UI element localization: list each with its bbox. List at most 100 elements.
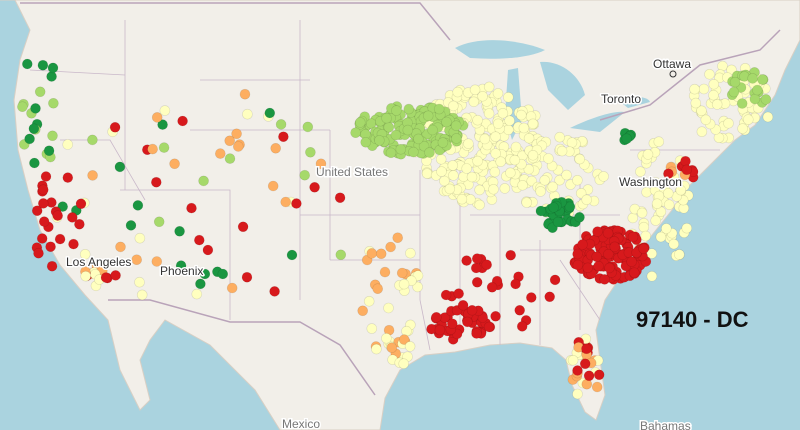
dot xyxy=(31,205,43,216)
dot xyxy=(366,248,378,259)
dot xyxy=(431,311,442,323)
dot xyxy=(689,83,700,95)
dot xyxy=(592,226,603,237)
dot xyxy=(224,153,236,164)
dot xyxy=(461,163,473,174)
dot-layer xyxy=(17,58,774,400)
dot xyxy=(241,271,253,283)
dot xyxy=(471,276,483,288)
dot xyxy=(535,186,546,197)
dot xyxy=(215,148,226,159)
dot xyxy=(309,182,320,193)
dot xyxy=(278,131,289,142)
place-label: Toronto xyxy=(601,92,641,106)
dot xyxy=(579,358,591,370)
dot xyxy=(74,218,85,230)
dot xyxy=(566,137,578,148)
dot xyxy=(36,233,48,244)
dot xyxy=(572,248,583,260)
dot xyxy=(762,111,774,123)
dot xyxy=(728,86,740,98)
dot xyxy=(696,126,708,137)
dot xyxy=(505,167,516,179)
dot xyxy=(159,105,171,116)
dot xyxy=(47,62,59,74)
dot xyxy=(552,216,564,228)
dot xyxy=(275,119,287,130)
dot xyxy=(497,108,509,119)
dot xyxy=(444,183,456,195)
dot xyxy=(151,176,162,188)
border xyxy=(108,299,376,396)
dot xyxy=(174,226,185,237)
dot xyxy=(477,91,488,102)
dot xyxy=(427,124,438,136)
dot xyxy=(516,321,528,332)
dot xyxy=(602,227,614,239)
dot xyxy=(357,305,369,317)
dot xyxy=(591,251,603,263)
dot xyxy=(604,262,615,274)
dot xyxy=(757,74,768,85)
dot xyxy=(548,202,559,213)
dot xyxy=(299,169,311,181)
dot xyxy=(21,58,33,70)
dot xyxy=(448,170,459,181)
dot xyxy=(554,174,565,186)
dot xyxy=(217,268,229,280)
dot xyxy=(390,129,402,141)
dot xyxy=(175,260,187,271)
dot xyxy=(17,101,28,112)
dot xyxy=(147,143,158,155)
dot xyxy=(363,295,375,307)
dot xyxy=(269,286,280,297)
dot xyxy=(375,248,387,260)
dot xyxy=(760,94,772,105)
dot xyxy=(177,115,188,127)
dot xyxy=(651,198,663,209)
dot xyxy=(483,81,495,93)
dot xyxy=(628,267,640,279)
dot xyxy=(598,171,609,182)
dot xyxy=(572,388,583,400)
dot xyxy=(381,112,392,124)
dot xyxy=(461,255,472,266)
dot xyxy=(681,164,693,176)
overlay-label: 97140 - DC xyxy=(636,307,749,332)
dot xyxy=(392,232,404,243)
dot xyxy=(708,89,719,101)
dot xyxy=(412,281,423,293)
dot xyxy=(681,222,693,234)
place-label: Phoenix xyxy=(160,264,203,278)
dot xyxy=(462,316,473,328)
dot xyxy=(711,99,723,110)
dot xyxy=(157,119,168,130)
dot xyxy=(242,108,253,120)
dot xyxy=(704,69,715,80)
dot xyxy=(28,123,40,134)
dot xyxy=(650,215,662,226)
dot xyxy=(751,84,763,96)
dot xyxy=(503,124,514,136)
dot xyxy=(134,232,146,244)
dot xyxy=(408,146,419,158)
dot xyxy=(264,107,276,119)
dot xyxy=(402,124,414,136)
dot xyxy=(109,122,121,133)
dot xyxy=(151,256,163,267)
dot xyxy=(539,175,551,186)
dot xyxy=(509,154,521,166)
dot xyxy=(403,103,415,115)
dot xyxy=(535,205,547,217)
dot xyxy=(653,136,665,147)
dot xyxy=(191,288,203,300)
dot xyxy=(440,289,452,301)
dot xyxy=(582,262,594,274)
dot xyxy=(24,133,35,145)
dot xyxy=(75,198,87,210)
dot xyxy=(80,270,91,282)
dot xyxy=(472,114,483,126)
dot xyxy=(642,149,654,160)
dot xyxy=(453,288,465,299)
dot xyxy=(723,118,734,129)
